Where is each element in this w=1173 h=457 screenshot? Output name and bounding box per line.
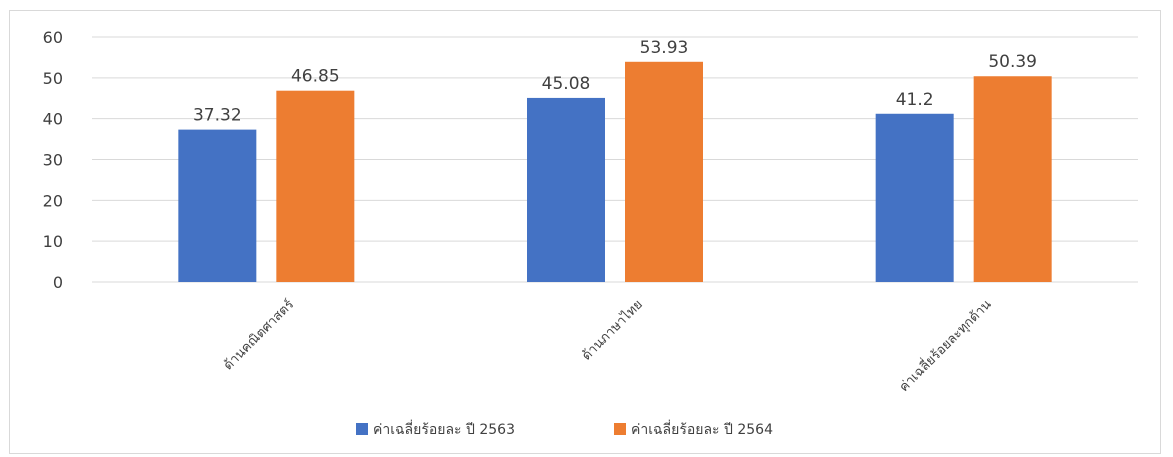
y-tick-label: 40 (43, 110, 63, 129)
bar (973, 76, 1052, 282)
bar (276, 90, 355, 282)
data-label: 50.39 (988, 52, 1037, 72)
category-label: ด้านภาษาไทย (579, 297, 646, 364)
data-labels: 37.32 46.85 45.08 53.93 41.2 50.39 (193, 38, 1037, 126)
y-tick-label: 0 (53, 273, 63, 292)
bar (875, 113, 954, 283)
data-label: 46.85 (291, 67, 340, 87)
y-tick-label: 10 (43, 232, 63, 251)
data-label: 37.32 (193, 106, 242, 126)
bars (178, 61, 1052, 283)
y-axis-tick-labels: 0 10 20 30 40 50 60 (43, 28, 63, 292)
legend-item: ค่าเฉลี่ยร้อยละ ปี 2564 (614, 420, 773, 438)
data-label: 45.08 (542, 74, 591, 94)
y-tick-label: 50 (43, 69, 63, 88)
y-tick-label: 20 (43, 191, 63, 210)
y-tick-label: 30 (43, 151, 63, 170)
gridlines (92, 36, 1138, 283)
data-label: 53.93 (640, 38, 689, 58)
legend-swatch (356, 423, 368, 435)
bar (527, 97, 605, 282)
legend-item: ค่าเฉลี่ยร้อยละ ปี 2563 (356, 420, 515, 438)
legend-label: ค่าเฉลี่ยร้อยละ ปี 2564 (631, 420, 773, 438)
bar (625, 61, 703, 283)
y-tick-label: 60 (43, 28, 63, 47)
x-axis-category-labels: ด้านคณิตศาสตร์ ด้านภาษาไทย ค่าเฉลี่ยร้อยละ… (220, 296, 994, 395)
category-label: ด้านคณิตศาสตร์ (220, 297, 297, 374)
category-label: ค่าเฉลี่ยร้อยละทุกด้าน (895, 296, 994, 395)
legend-label: ค่าเฉลี่ยร้อยละ ปี 2563 (373, 420, 515, 438)
bar (178, 129, 257, 282)
legend: ค่าเฉลี่ยร้อยละ ปี 2563 ค่าเฉลี่ยร้อยละ ป… (356, 420, 773, 438)
data-label: 41.2 (896, 90, 934, 110)
legend-swatch (614, 423, 626, 435)
